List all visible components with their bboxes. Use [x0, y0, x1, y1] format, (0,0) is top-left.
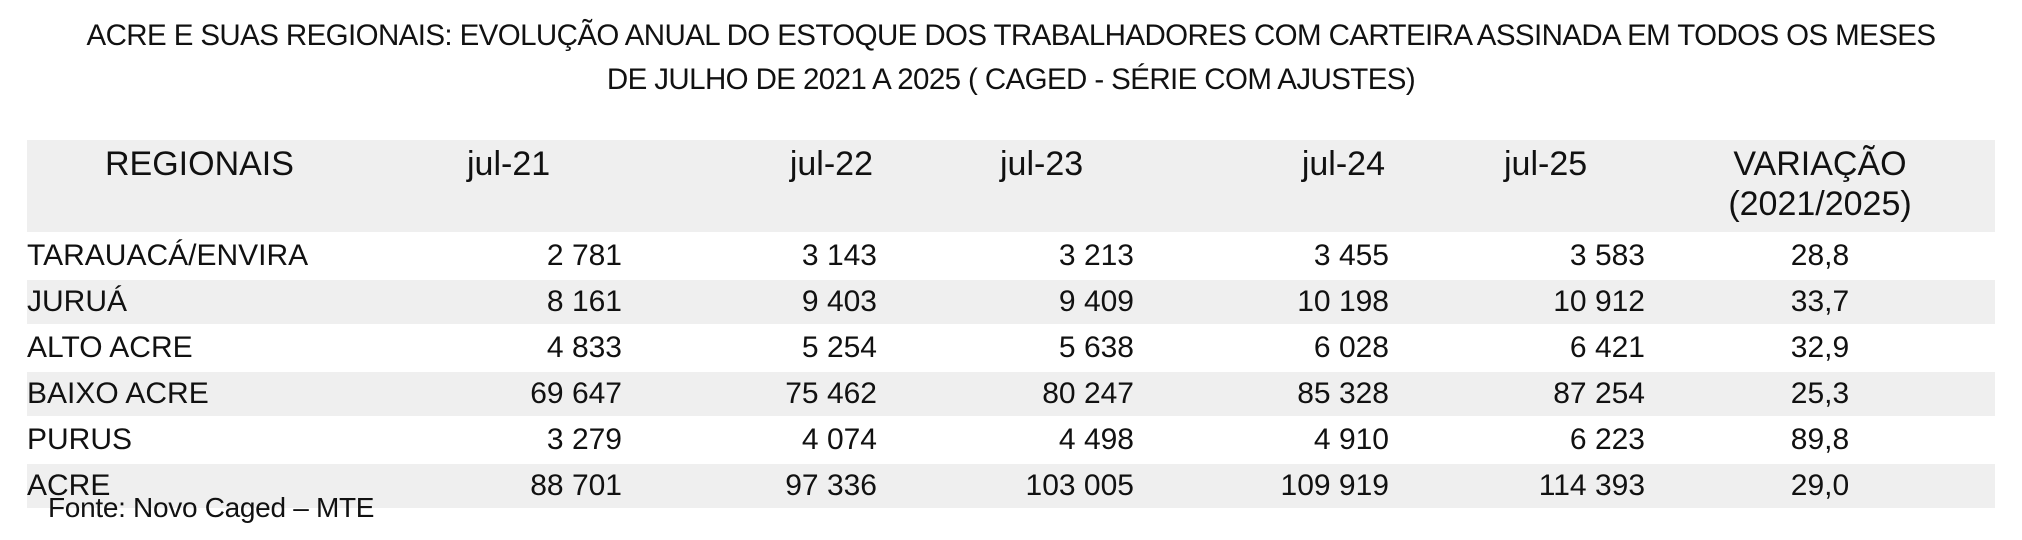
row-name: PURUS: [27, 423, 133, 456]
total-name: ACRE: [27, 469, 111, 502]
header-jul23: jul-23: [1000, 145, 1084, 183]
table-row: PURUS 3 279 4 074 4 498 4 910 6 223 89,8: [27, 417, 1995, 463]
title-line-1: ACRE E SUAS REGIONAIS: EVOLUÇÃO ANUAL DO…: [86, 19, 1937, 52]
cell-jul25: 3 583: [1569, 239, 1645, 272]
cell-jul23: 80 247: [1042, 377, 1134, 410]
header-jul22: jul-22: [789, 145, 873, 183]
cell-jul21: 2 781: [546, 239, 622, 272]
table-row: JURUÁ 8 161 9 403 9 409 10 198 10 912 33…: [27, 279, 1995, 325]
cell-jul22: 3 143: [801, 239, 877, 272]
header-regionais: REGIONAIS: [105, 145, 294, 183]
cell-variacao: 89,8: [1790, 423, 1850, 456]
cell-jul24: 10 198: [1297, 285, 1389, 318]
cell-jul21: 3 279: [546, 423, 622, 456]
cell-jul23: 3 213: [1058, 239, 1134, 272]
cell-jul22: 4 074: [801, 423, 877, 456]
table-row: ALTO ACRE 4 833 5 254 5 638 6 028 6 421 …: [27, 325, 1995, 371]
cell-jul22: 75 462: [785, 377, 877, 410]
data-table: REGIONAIS jul-21 jul-22 jul-23 jul-24 ju…: [27, 140, 1995, 508]
header-jul21: jul-21: [467, 145, 551, 183]
cell-jul21: 69 647: [530, 377, 622, 410]
cell-jul21: 4 833: [546, 331, 622, 364]
cell-jul25: 6 421: [1569, 331, 1645, 364]
cell-jul24: 6 028: [1313, 331, 1389, 364]
cell-jul25: 10 912: [1553, 285, 1645, 318]
total-jul21: 88 701: [530, 469, 622, 502]
header-variacao-line1: VARIAÇÃO: [1733, 145, 1907, 183]
source-note: Fonte: Novo Caged – MTE: [48, 492, 375, 523]
total-jul25: 114 393: [1538, 469, 1645, 502]
page-title: ACRE E SUAS REGIONAIS: EVOLUÇÃO ANUAL DO…: [40, 14, 1982, 102]
total-jul23: 103 005: [1025, 469, 1134, 502]
cell-variacao: 25,3: [1790, 377, 1850, 410]
total-row: ACRE 88 701 97 336 103 005 109 919 114 3…: [27, 463, 1995, 508]
title-line-2: DE JULHO DE 2021 A 2025 ( CAGED - SÉRIE …: [606, 63, 1416, 96]
total-jul24: 109 919: [1280, 469, 1389, 502]
header-variacao: VARIAÇÃO (2021/2025): [1645, 140, 1995, 233]
row-name: JURUÁ: [27, 285, 128, 318]
header-row: REGIONAIS jul-21 jul-22 jul-23 jul-24 ju…: [27, 140, 1995, 233]
cell-jul23: 4 498: [1058, 423, 1134, 456]
cell-jul24: 85 328: [1297, 377, 1389, 410]
total-variacao: 29,0: [1790, 469, 1850, 502]
cell-jul23: 5 638: [1058, 331, 1134, 364]
row-name: BAIXO ACRE: [27, 377, 209, 410]
table-row: TARAUACÁ/ENVIRA 2 781 3 143 3 213 3 455 …: [27, 233, 1995, 279]
cell-jul24: 3 455: [1313, 239, 1389, 272]
header-jul24: jul-24: [1301, 145, 1385, 183]
cell-variacao: 32,9: [1790, 331, 1850, 364]
cell-variacao: 33,7: [1790, 285, 1850, 318]
cell-jul25: 87 254: [1553, 377, 1645, 410]
total-jul22: 97 336: [785, 469, 877, 502]
cell-jul22: 5 254: [801, 331, 877, 364]
table-row: BAIXO ACRE 69 647 75 462 80 247 85 328 8…: [27, 371, 1995, 417]
cell-jul21: 8 161: [546, 285, 622, 318]
cell-jul25: 6 223: [1569, 423, 1645, 456]
cell-jul23: 9 409: [1058, 285, 1134, 318]
row-name: ALTO ACRE: [27, 331, 193, 364]
header-variacao-line2: (2021/2025): [1728, 185, 1912, 223]
cell-variacao: 28,8: [1790, 239, 1850, 272]
cell-jul24: 4 910: [1313, 423, 1389, 456]
header-jul25: jul-25: [1504, 145, 1588, 183]
cell-jul22: 9 403: [801, 285, 877, 318]
row-name: TARAUACÁ/ENVIRA: [27, 239, 309, 272]
